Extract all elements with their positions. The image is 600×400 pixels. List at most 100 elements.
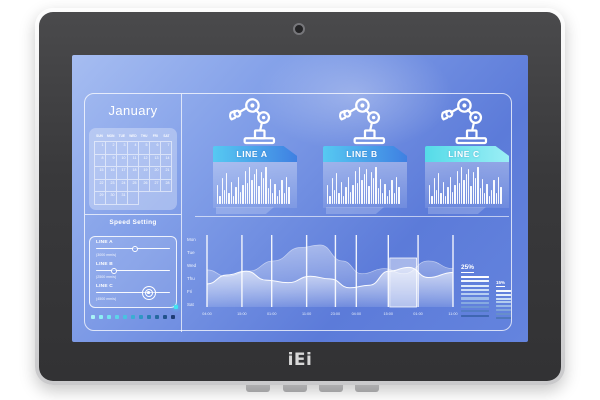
equalizer-bar xyxy=(249,167,251,204)
equalizer-bar xyxy=(377,188,379,204)
calendar-cell[interactable]: 9 xyxy=(106,154,117,168)
calendar-grid: 1 2 3 4 5 6 7 8 9 10 11 12 13 14 15 16 17 18 19 20 21 22 23 24 2… xyxy=(94,141,172,205)
slider-list: LINE A (3000 mm/s) LINE B (2500 mm/s) LINE C… xyxy=(90,240,176,303)
equalizer-bar xyxy=(244,170,246,204)
calendar-cell[interactable]: 4 xyxy=(128,142,139,155)
calendar-cell[interactable]: 11 xyxy=(128,154,139,168)
calendar-cell[interactable]: 28 xyxy=(161,179,172,193)
equalizer-bar xyxy=(258,185,260,204)
calendar-cell[interactable]: 23 xyxy=(106,179,117,193)
svg-text:Tue: Tue xyxy=(187,250,195,255)
svg-text:01:00: 01:00 xyxy=(267,312,277,316)
equalizer-bar xyxy=(276,196,279,204)
equalizer-bar xyxy=(368,185,370,204)
equalizer-bar xyxy=(454,185,456,204)
calendar-cell[interactable]: 5 xyxy=(139,142,150,155)
calendar-cell[interactable]: 26 xyxy=(139,179,150,193)
slider-handle[interactable] xyxy=(141,285,156,300)
slider-track[interactable] xyxy=(96,285,170,300)
equalizer-bar xyxy=(352,185,354,204)
slider-label: LINE B xyxy=(96,262,113,267)
calendar-cell[interactable]: 31 xyxy=(117,192,128,205)
slider-sublabel: (4500 mm/s) xyxy=(96,296,117,301)
slider-handle[interactable] xyxy=(132,245,139,252)
calendar-cell[interactable]: 10 xyxy=(117,154,128,168)
calendar-cell[interactable]: 3 xyxy=(117,142,128,155)
equalizer-bar xyxy=(458,183,461,204)
equalizer-bar xyxy=(281,180,283,204)
equalizer-bar xyxy=(354,170,356,204)
calendar-day-header: TUE xyxy=(118,134,125,138)
speed-setting-title: Speed Setting xyxy=(109,219,157,226)
calendar-day-header: SAT xyxy=(163,134,170,138)
calendar-cell[interactable]: 19 xyxy=(139,167,150,180)
calendar-cell[interactable]: 2 xyxy=(106,142,117,155)
production-line-cards: LINE A LINE B xyxy=(181,94,513,216)
slider-track[interactable] xyxy=(96,267,170,274)
calendar-cell[interactable]: 17 xyxy=(117,167,128,180)
calendar-cell[interactable]: 29 xyxy=(95,192,106,205)
sidebar-divider xyxy=(85,214,181,215)
calendar-cell[interactable]: 7 xyxy=(161,142,172,155)
equalizer-bar xyxy=(389,189,391,204)
equalizer-bar xyxy=(349,191,352,204)
stat-stripe xyxy=(496,308,511,311)
line-card[interactable]: LINE C xyxy=(425,94,509,216)
stat-stripe xyxy=(461,301,489,304)
equalizer-bar xyxy=(382,193,384,204)
equalizer-bar xyxy=(445,196,447,204)
calendar-cell[interactable]: 8 xyxy=(95,154,106,168)
equalizer-bar xyxy=(253,174,256,204)
calendar[interactable]: SUN MON TUE WED THU FRI SAT 1 2 3 4 5 6 7 8 9 10 11 12 13 1… xyxy=(89,128,177,210)
equalizer-bar xyxy=(363,174,366,204)
calendar-cell[interactable]: 20 xyxy=(150,167,161,180)
calendar-cell[interactable]: 1 xyxy=(95,142,106,155)
equalizer-bar xyxy=(384,184,386,204)
line-card[interactable]: LINE A xyxy=(213,94,297,216)
equalizer-bar xyxy=(474,178,477,204)
calendar-cell xyxy=(150,192,161,205)
progress-dot xyxy=(99,315,103,319)
svg-text:11:00: 11:00 xyxy=(302,312,311,316)
card-header: LINE A xyxy=(213,146,297,162)
calendar-cell[interactable]: 13 xyxy=(150,154,161,168)
calendar-cell[interactable]: 16 xyxy=(106,167,117,180)
equalizer-bar xyxy=(256,169,258,204)
calendar-cell[interactable]: 12 xyxy=(139,154,150,168)
calendar-cell[interactable]: 6 xyxy=(150,142,161,155)
equalizer-bar xyxy=(465,174,468,204)
equalizer-bar xyxy=(226,172,228,204)
equalizer-bar xyxy=(217,185,219,204)
equalizer-bar xyxy=(345,187,347,204)
calendar-day-header: WED xyxy=(129,134,137,138)
calendar-cell[interactable]: 24 xyxy=(117,179,128,193)
calendar-day-header: FRI xyxy=(152,134,158,138)
slider-track[interactable] xyxy=(96,245,170,252)
stat-stripe xyxy=(461,305,489,309)
calendar-cell[interactable]: 25 xyxy=(128,179,139,193)
svg-text:11:00: 11:00 xyxy=(448,312,457,316)
progress-dot xyxy=(91,315,95,319)
calendar-cell[interactable]: 14 xyxy=(161,154,172,168)
equalizer-bar xyxy=(343,196,345,204)
calendar-cell[interactable]: 27 xyxy=(150,179,161,193)
progress-dot xyxy=(107,315,111,319)
stat-stripe xyxy=(461,276,489,279)
slider-handle[interactable] xyxy=(110,267,117,274)
calendar-cell[interactable]: 18 xyxy=(128,167,139,180)
equalizer-bar xyxy=(456,170,458,204)
main-divider xyxy=(195,216,509,217)
calendar-cell[interactable]: 15 xyxy=(95,167,106,180)
calendar-cell[interactable]: 22 xyxy=(95,179,106,193)
stat-stripe xyxy=(461,314,489,317)
line-card[interactable]: LINE B xyxy=(323,94,407,216)
stat-block: 25% xyxy=(461,256,489,319)
stat-stripe xyxy=(461,280,489,283)
robot-arm-icon xyxy=(441,98,488,145)
calendar-cell[interactable]: 21 xyxy=(161,167,172,180)
calendar-cell[interactable]: 30 xyxy=(106,192,117,205)
highlight-column xyxy=(389,257,417,308)
stat-percent-label: 25% xyxy=(461,264,475,273)
